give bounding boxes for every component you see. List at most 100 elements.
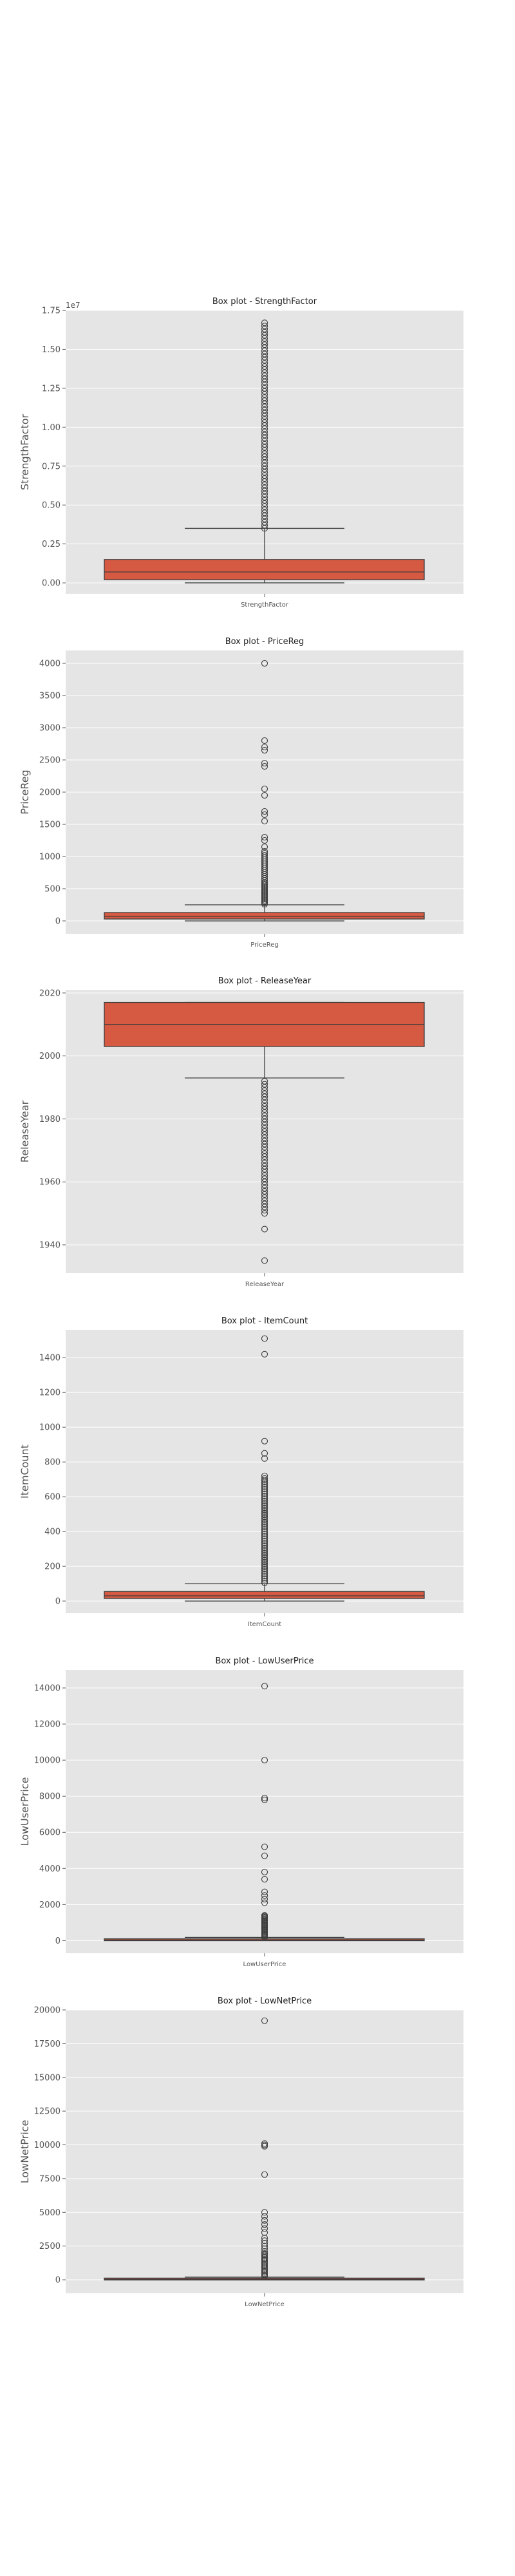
outlier-point <box>261 1531 268 1538</box>
outlier-point <box>261 363 268 370</box>
outlier-point <box>261 347 268 354</box>
outlier-point <box>261 1179 268 1186</box>
outlier-point <box>261 1090 268 1097</box>
outlier-point <box>261 843 268 851</box>
y-tick-label: 1.00 <box>42 423 61 433</box>
outlier-point <box>261 1794 268 1802</box>
outlier-point <box>261 500 268 507</box>
outlier-point <box>261 410 268 417</box>
outlier-point <box>261 1574 268 1581</box>
outlier-point <box>261 849 268 857</box>
outlier-point <box>261 1115 268 1122</box>
outlier-point <box>261 1156 268 1164</box>
outlier-point <box>261 2217 268 2224</box>
outlier-point <box>261 2235 268 2242</box>
outlier-point <box>261 1576 268 1583</box>
outlier-point <box>261 759 268 767</box>
outlier-point <box>261 1112 268 1119</box>
outlier-point <box>261 1455 268 1462</box>
outlier-point <box>261 811 268 819</box>
y-tick-label: 4000 <box>39 659 61 669</box>
y-axis-label: PriceReg <box>19 770 31 814</box>
outlier-point <box>261 1501 268 1508</box>
outlier-point <box>261 419 268 426</box>
outlier-point <box>261 1544 268 1551</box>
outlier-point <box>261 513 268 520</box>
outlier-point <box>261 491 268 498</box>
outlier-point <box>261 1109 268 1116</box>
y-axis-label: LowNetPrice <box>19 2120 31 2184</box>
outlier-point <box>261 328 268 336</box>
x-category-label: ItemCount <box>248 1621 282 1628</box>
outlier-point <box>261 1506 268 1513</box>
outlier-point <box>261 450 268 457</box>
outlier-point <box>261 1549 268 1557</box>
outlier-point <box>261 1166 268 1173</box>
outlier-point <box>261 2242 268 2249</box>
outlier-point <box>261 1524 268 1531</box>
outlier-point <box>261 509 268 516</box>
x-category-label: ReleaseYear <box>245 1281 285 1288</box>
outlier-point <box>261 1487 268 1494</box>
y-tick-label: 15000 <box>34 2073 61 2083</box>
outlier-point <box>261 1475 268 1482</box>
chart-title: Box plot - PriceReg <box>225 637 304 647</box>
outlier-point <box>261 401 268 408</box>
outlier-point <box>261 791 268 799</box>
outlier-point <box>261 1497 268 1504</box>
outlier-point <box>261 1169 268 1176</box>
outlier-point <box>261 1134 268 1141</box>
outlier-point <box>261 1494 268 1501</box>
chart-panel: 1940 1960 1980 2000 2020 Box plot - ReleaseYe… <box>19 976 464 1288</box>
y-tick-label: 200 <box>44 1562 61 1572</box>
y-tick-label: 8000 <box>39 1792 61 1802</box>
outlier-point <box>261 366 268 373</box>
outlier-point <box>261 1526 268 1533</box>
outlier-point <box>261 1566 268 1573</box>
outlier-point <box>261 525 268 532</box>
outlier-point <box>261 459 268 466</box>
outlier-point <box>261 1522 268 1529</box>
outlier-point <box>261 335 268 342</box>
iqr-box <box>104 1591 425 1599</box>
outlier-point <box>261 1087 268 1094</box>
outlier-point <box>261 1103 268 1110</box>
outlier-point <box>261 1172 268 1179</box>
outlier-point <box>261 1106 268 1113</box>
y-tick-label: 2000 <box>39 1052 61 1061</box>
outlier-point <box>261 381 268 389</box>
outlier-point <box>261 1536 268 1543</box>
outlier-point <box>261 1543 268 1550</box>
outlier-point <box>261 1868 268 1875</box>
outlier-point <box>261 1188 268 1195</box>
y-tick-label: 600 <box>44 1493 61 1502</box>
y-axis-label: LowUserPrice <box>19 1777 31 1846</box>
outlier-point <box>261 384 268 392</box>
y-tick-label: 1.50 <box>42 345 61 355</box>
outlier-point <box>261 372 268 379</box>
x-category-label: StrengthFactor <box>241 601 289 609</box>
outlier-point <box>261 1350 268 1358</box>
y-tick-label: 0 <box>55 2276 61 2286</box>
outlier-point <box>261 406 268 413</box>
outlier-point <box>261 1548 268 1555</box>
outlier-point <box>261 1527 268 1534</box>
outlier-point <box>261 1558 268 1566</box>
outlier-point <box>261 2225 268 2232</box>
outlier-point <box>261 1519 268 1526</box>
outlier-point <box>261 1137 268 1144</box>
outlier-point <box>261 1508 268 1515</box>
y-tick-label: 800 <box>44 1458 61 1468</box>
outlier-point <box>261 1504 268 1511</box>
outlier-point <box>261 1510 268 1517</box>
chart-title: Box plot - LowUserPrice <box>215 1656 314 1666</box>
outlier-point <box>261 1502 268 1510</box>
outlier-point <box>261 2221 268 2228</box>
outlier-point <box>261 746 268 754</box>
y-tick-label: 0.00 <box>42 579 61 589</box>
outlier-point <box>261 1489 268 1496</box>
outlier-point <box>261 1683 268 1690</box>
outlier-point <box>261 416 268 423</box>
outlier-point <box>261 453 268 460</box>
y-tick-label: 2000 <box>39 788 61 798</box>
